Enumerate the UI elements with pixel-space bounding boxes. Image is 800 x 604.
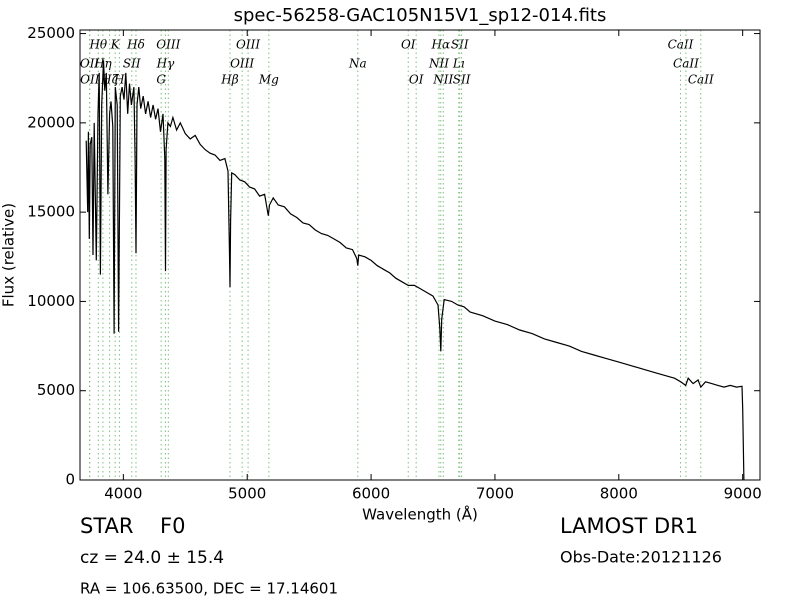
spectral-line-label: G [156, 73, 166, 87]
spectral-line-label: CaII [688, 73, 714, 87]
spectral-line-label: Hα [431, 38, 451, 52]
chart-title: spec-56258-GAC105N15V1_sp12-014.fits [234, 5, 607, 26]
spectral-line-label: Lı [452, 57, 465, 71]
y-tick-label: 25000 [27, 24, 75, 42]
y-tick-label: 20000 [27, 113, 75, 131]
x-tick-label: 7000 [476, 485, 514, 503]
spectral-line-label: CaII [673, 57, 699, 71]
spectral-line-label: Hθ [88, 38, 107, 52]
obs-date: Obs-Date:20121126 [560, 548, 722, 567]
coordinates: RA = 106.63500, DEC = 17.14601 [80, 580, 338, 598]
spectral-line-label: OIII [230, 57, 254, 71]
subclass: F0 [160, 514, 185, 538]
y-tick-label: 5000 [37, 381, 75, 399]
object-class: STAR [80, 514, 133, 538]
spectral-line-label: SII [123, 57, 141, 71]
spectral-line-label: Hβ [220, 73, 238, 87]
spectral-line-label: K [110, 38, 121, 52]
spectral-line-label: NII [428, 57, 449, 71]
spectral-line-label: CaII [668, 38, 694, 52]
spectral-line-label: Na [348, 57, 367, 71]
y-tick-label: 15000 [27, 203, 75, 221]
spectral-line-label: SII [451, 38, 469, 52]
spectral-line-label: OII [80, 57, 100, 71]
x-axis-label: Wavelength (Å) [362, 505, 478, 524]
spectral-line-label: OII [80, 73, 100, 87]
y-axis-label: Flux (relative) [0, 203, 18, 307]
spectral-line-label: H [113, 73, 125, 87]
spectral-line-label: OI [409, 73, 424, 87]
redshift: cz = 24.0 ± 15.4 [80, 548, 224, 568]
spectral-line-label: Hδ [126, 38, 145, 52]
spectral-line-label: OI [401, 38, 416, 52]
spectral-line-label: Mg [258, 73, 279, 87]
spectral-line-label: SII [453, 73, 471, 87]
x-tick-label: 6000 [352, 485, 390, 503]
x-tick-label: 9000 [724, 485, 762, 503]
y-tick-label: 0 [65, 471, 75, 489]
plot-frame [79, 29, 761, 481]
spectral-line-label: NII [432, 73, 453, 87]
spectral-line-label: OIII [156, 38, 180, 52]
survey: LAMOST DR1 [560, 514, 698, 538]
x-tick-label: 4000 [104, 485, 142, 503]
spectral-line-label: Hγ [156, 57, 175, 71]
x-tick-label: 8000 [600, 485, 638, 503]
spectrum-line [85, 60, 745, 481]
x-tick-label: 5000 [228, 485, 266, 503]
spectral-line-label: OIII [236, 38, 260, 52]
y-tick-label: 10000 [27, 292, 75, 310]
